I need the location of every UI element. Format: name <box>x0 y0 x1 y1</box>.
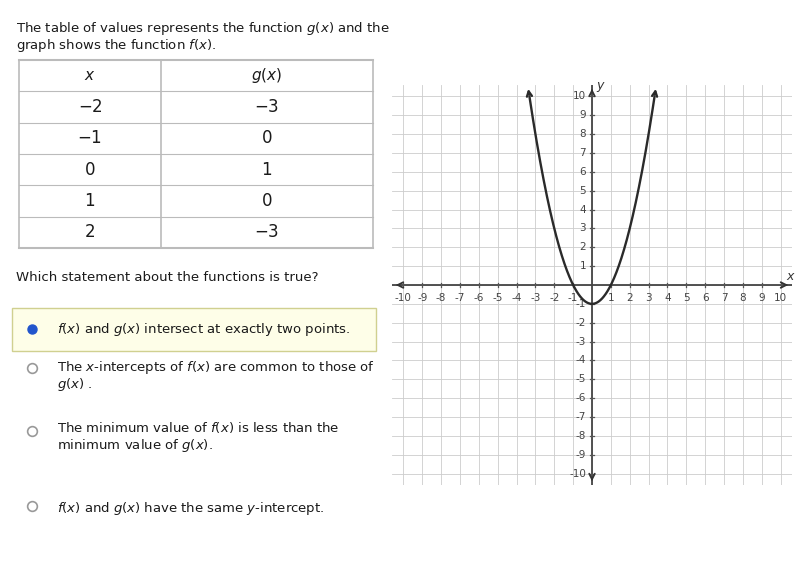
Text: $0$: $0$ <box>261 129 273 147</box>
Text: 3: 3 <box>646 294 652 303</box>
Text: 9: 9 <box>579 110 586 120</box>
Text: 1: 1 <box>579 261 586 271</box>
Text: minimum value of $g(x)$.: minimum value of $g(x)$. <box>57 437 213 454</box>
Text: The $x$-intercepts of $f(x)$ are common to those of: The $x$-intercepts of $f(x)$ are common … <box>57 359 375 376</box>
Bar <box>12 308 377 351</box>
Text: -6: -6 <box>575 393 586 403</box>
Text: 3: 3 <box>579 223 586 233</box>
Text: The table of values represents the function $g(x)$ and the: The table of values represents the funct… <box>15 20 389 37</box>
Text: $x$: $x$ <box>84 68 96 83</box>
Text: $y$: $y$ <box>595 80 606 94</box>
Text: -8: -8 <box>436 294 446 303</box>
Text: -7: -7 <box>454 294 465 303</box>
Text: -2: -2 <box>575 317 586 328</box>
Text: -9: -9 <box>575 450 586 460</box>
Text: The minimum value of $f(x)$ is less than the: The minimum value of $f(x)$ is less than… <box>57 420 339 435</box>
Text: -3: -3 <box>575 337 586 347</box>
Text: $g(x)$ .: $g(x)$ . <box>57 376 93 393</box>
Text: Which statement about the functions is true?: Which statement about the functions is t… <box>15 271 318 284</box>
Text: 2: 2 <box>579 242 586 253</box>
Text: 5: 5 <box>579 186 586 196</box>
Text: -7: -7 <box>575 412 586 422</box>
Text: 8: 8 <box>740 294 746 303</box>
Text: $1$: $1$ <box>85 192 95 210</box>
Text: $−2$: $−2$ <box>78 98 102 116</box>
Text: $0$: $0$ <box>84 161 96 178</box>
Text: $g(x)$: $g(x)$ <box>251 66 282 85</box>
Text: -10: -10 <box>569 469 586 479</box>
Text: 10: 10 <box>573 91 586 101</box>
Text: -4: -4 <box>575 356 586 365</box>
Text: 10: 10 <box>774 294 787 303</box>
Text: $−3$: $−3$ <box>254 98 279 116</box>
Text: 4: 4 <box>579 205 586 214</box>
Text: $f(x)$ and $g(x)$ intersect at exactly two points.: $f(x)$ and $g(x)$ intersect at exactly t… <box>57 321 350 337</box>
Text: -6: -6 <box>474 294 484 303</box>
Text: -10: -10 <box>395 294 412 303</box>
Text: -3: -3 <box>530 294 541 303</box>
Text: -8: -8 <box>575 431 586 441</box>
Text: $2$: $2$ <box>85 223 95 241</box>
Text: 6: 6 <box>702 294 709 303</box>
Text: -5: -5 <box>575 374 586 384</box>
Text: graph shows the function $f(x)$.: graph shows the function $f(x)$. <box>15 37 216 54</box>
Bar <box>19 60 373 248</box>
Text: -9: -9 <box>417 294 427 303</box>
Text: -5: -5 <box>493 294 503 303</box>
Text: $−1$: $−1$ <box>78 129 102 147</box>
Text: $x$: $x$ <box>786 270 796 283</box>
Text: -2: -2 <box>549 294 559 303</box>
Text: 2: 2 <box>626 294 633 303</box>
Text: 7: 7 <box>579 148 586 158</box>
Text: 8: 8 <box>579 129 586 139</box>
Text: 7: 7 <box>721 294 727 303</box>
Text: 4: 4 <box>664 294 670 303</box>
Text: 9: 9 <box>758 294 765 303</box>
Text: -1: -1 <box>568 294 578 303</box>
Text: -4: -4 <box>511 294 522 303</box>
Text: $−3$: $−3$ <box>254 223 279 241</box>
Text: 6: 6 <box>579 167 586 177</box>
Text: 5: 5 <box>683 294 690 303</box>
Text: -1: -1 <box>575 299 586 309</box>
Text: $f(x)$ and $g(x)$ have the same $y$-intercept.: $f(x)$ and $g(x)$ have the same $y$-inte… <box>57 500 324 518</box>
Text: $0$: $0$ <box>261 192 273 210</box>
Text: $1$: $1$ <box>261 161 272 178</box>
Text: 1: 1 <box>607 294 614 303</box>
